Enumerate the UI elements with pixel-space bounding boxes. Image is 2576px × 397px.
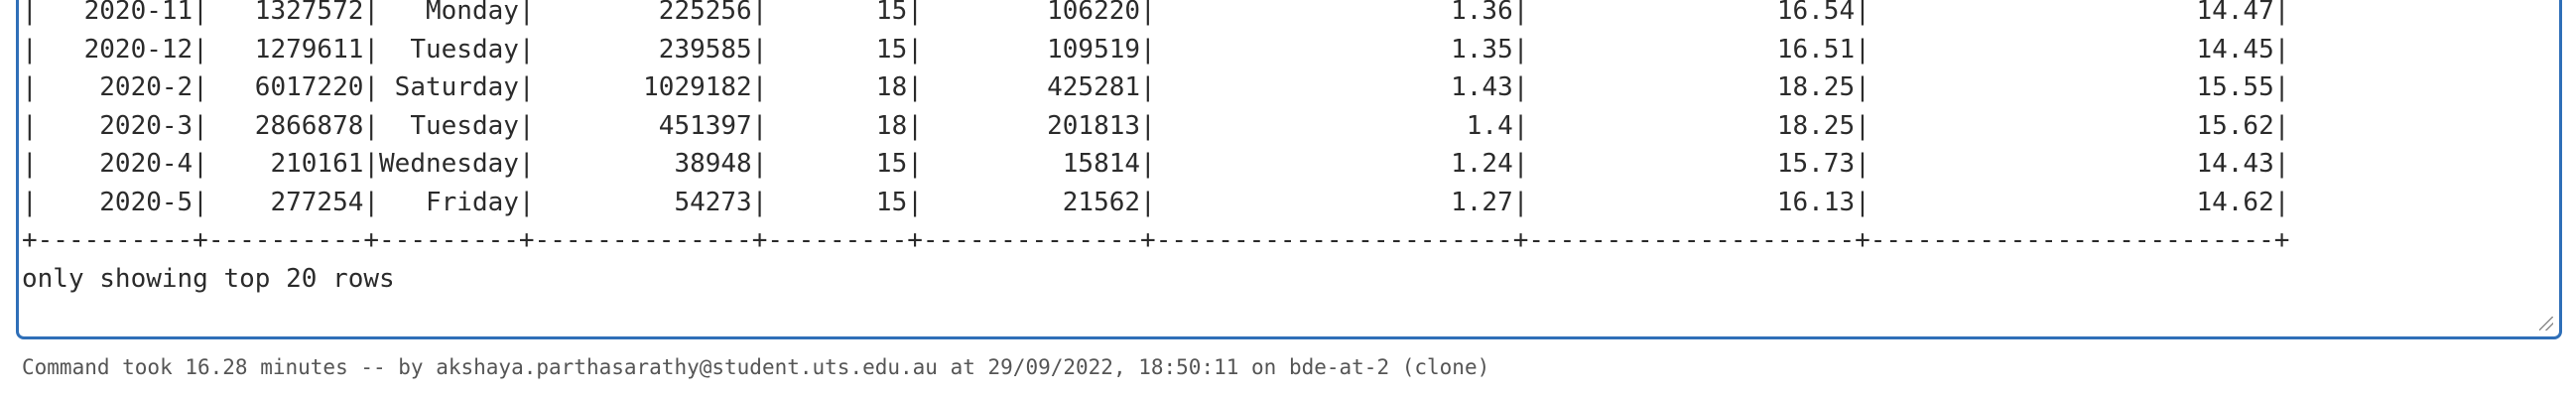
command-status-footer: Command took 16.28 minutes -- by akshaya… — [22, 355, 1490, 379]
row-limit-notice: only showing top 20 rows — [22, 263, 395, 294]
table-row: | 2020-12| 1279611| Tuesday| 239585| 15|… — [22, 34, 2290, 65]
table-border: +----------+----------+---------+-------… — [22, 225, 2290, 255]
table-row: | 2020-11| 1327572| Monday| 225256| 15| … — [22, 0, 2290, 26]
notebook-cell-output — [16, 0, 2562, 339]
table-row: | 2020-4| 210161|Wednesday| 38948| 15| 1… — [22, 149, 2290, 179]
table-row: | 2020-2| 6017220| Saturday| 1029182| 18… — [22, 72, 2290, 102]
resize-handle-icon[interactable] — [2539, 317, 2553, 331]
table-row: | 2020-5| 277254| Friday| 54273| 15| 215… — [22, 187, 2290, 217]
table-row: | 2020-3| 2866878| Tuesday| 451397| 18| … — [22, 110, 2290, 141]
table-output: | 2020-11| 1327572| Monday| 225256| 15| … — [22, 0, 2289, 298]
